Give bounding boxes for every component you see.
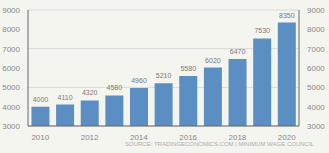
svg-text:4000: 4000 xyxy=(33,96,49,103)
html-text:SOURCE: TRADINGECONOMICS.COM |: SOURCE: TRADINGECONOMICS.COM | MINIMUM W… xyxy=(125,141,314,147)
svg-text:7530: 7530 xyxy=(254,27,270,34)
svg-text:2020: 2020 xyxy=(278,133,296,140)
svg-text:2016: 2016 xyxy=(179,133,197,140)
svg-text:3000: 3000 xyxy=(8,122,21,131)
svg-text:4110: 4110 xyxy=(58,94,73,101)
svg-text:8350: 8350 xyxy=(279,12,295,19)
svg-text:2010: 2010 xyxy=(31,133,49,140)
svg-text:4960: 4960 xyxy=(131,77,147,84)
svg-text:7000: 7000 xyxy=(307,45,321,54)
svg-text:2014: 2014 xyxy=(130,133,148,140)
svg-text:5580: 5580 xyxy=(180,65,196,72)
svg-text:6020: 6020 xyxy=(205,57,221,64)
svg-text:4000: 4000 xyxy=(307,103,321,112)
svg-text:3000: 3000 xyxy=(307,122,321,131)
svg-text:6000: 6000 xyxy=(8,64,21,73)
svg-text:7000: 7000 xyxy=(8,45,21,54)
svg-text:6470: 6470 xyxy=(230,48,246,55)
svg-text:2018: 2018 xyxy=(229,133,247,140)
svg-text:4000: 4000 xyxy=(8,103,21,112)
svg-text:5000: 5000 xyxy=(307,83,321,92)
svg-text:4320: 4320 xyxy=(82,89,98,96)
svg-text:8000: 8000 xyxy=(307,25,321,34)
svg-text:9000: 9000 xyxy=(8,6,21,15)
svg-text:8000: 8000 xyxy=(8,25,21,34)
svg-text:5000: 5000 xyxy=(8,83,21,92)
svg-text:6000: 6000 xyxy=(307,64,321,73)
svg-text:5210: 5210 xyxy=(156,72,172,79)
svg-text:2012: 2012 xyxy=(81,133,99,140)
svg-text:4580: 4580 xyxy=(107,84,123,91)
svg-text:9000: 9000 xyxy=(307,6,321,15)
